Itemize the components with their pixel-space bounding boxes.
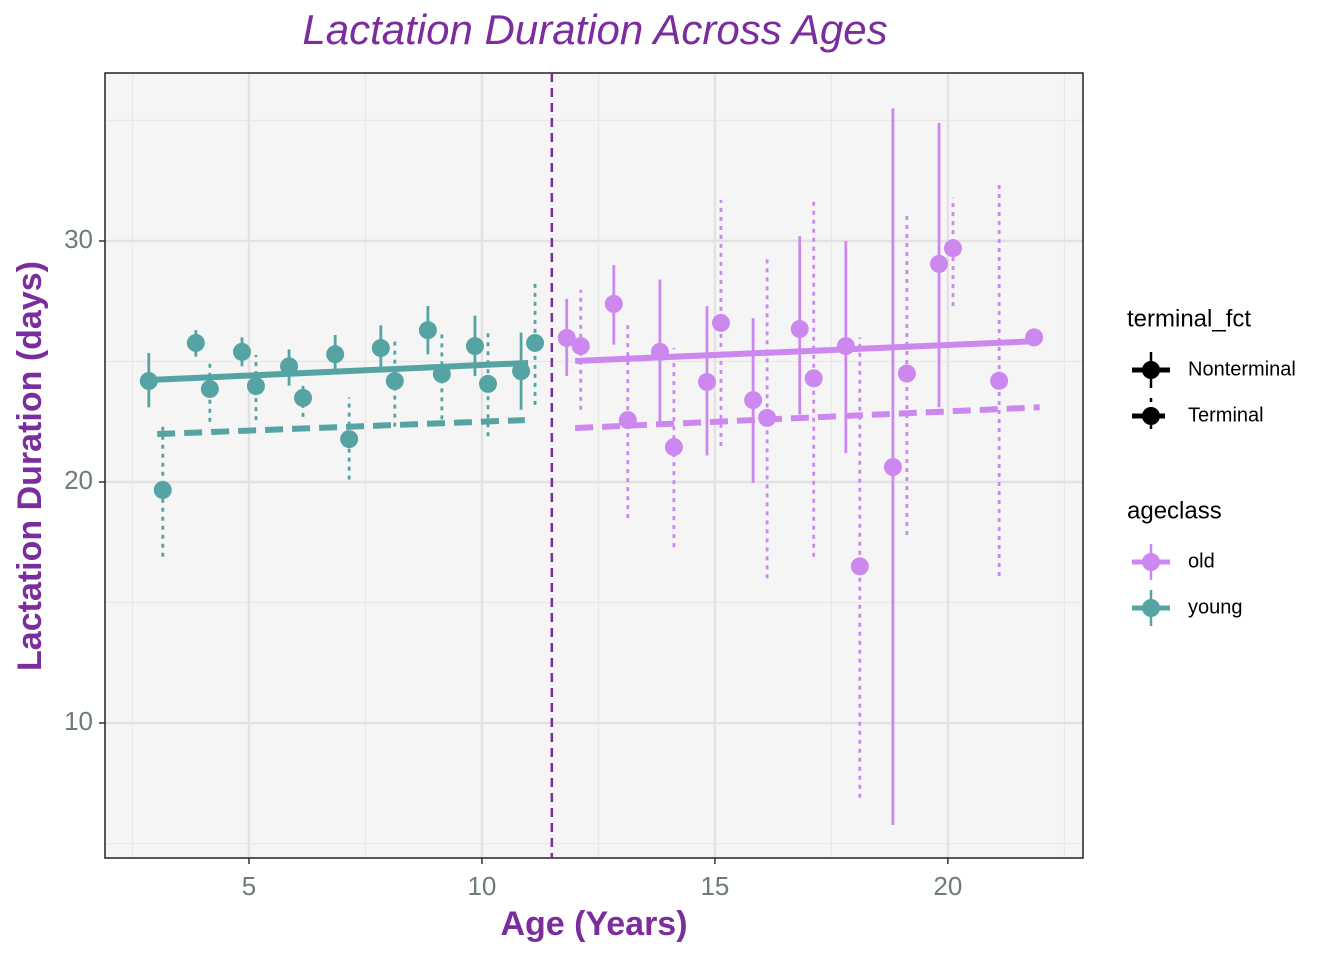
y-axis-title: Lactation Duration (days) bbox=[11, 261, 49, 671]
point bbox=[604, 294, 623, 313]
point bbox=[186, 333, 205, 352]
legend-label: old bbox=[1188, 550, 1215, 572]
point bbox=[418, 321, 437, 340]
point bbox=[744, 391, 763, 410]
legend-key-point bbox=[1142, 553, 1160, 571]
point bbox=[650, 342, 669, 361]
point bbox=[512, 362, 531, 381]
point bbox=[280, 357, 299, 376]
point bbox=[990, 371, 1009, 390]
y-tick-label: 20 bbox=[64, 465, 93, 495]
legend-label: young bbox=[1188, 596, 1243, 618]
point bbox=[153, 480, 172, 499]
point bbox=[850, 557, 869, 576]
point bbox=[139, 372, 158, 391]
point bbox=[326, 345, 345, 364]
point bbox=[294, 388, 313, 407]
point bbox=[758, 408, 777, 427]
trend-line bbox=[148, 359, 529, 384]
point bbox=[618, 411, 637, 430]
plot-background bbox=[105, 73, 1083, 858]
x-tick-label: 5 bbox=[242, 871, 256, 901]
point bbox=[897, 364, 916, 383]
legend-key-point bbox=[1142, 407, 1160, 425]
point bbox=[571, 337, 590, 356]
legend-title: terminal_fct bbox=[1127, 305, 1251, 332]
point bbox=[557, 328, 576, 347]
point bbox=[930, 254, 949, 273]
point bbox=[790, 319, 809, 338]
y-tick-label: 30 bbox=[64, 224, 93, 254]
legend-label: Nonterminal bbox=[1188, 358, 1296, 380]
trend-line bbox=[157, 417, 525, 438]
point bbox=[465, 337, 484, 356]
plot-border bbox=[104, 72, 1084, 859]
point bbox=[371, 339, 390, 358]
point bbox=[836, 337, 855, 356]
point bbox=[944, 239, 963, 258]
x-axis-title: Age (Years) bbox=[500, 905, 687, 943]
point bbox=[697, 372, 716, 391]
point bbox=[883, 458, 902, 477]
legend-title: ageclass bbox=[1127, 497, 1222, 524]
point bbox=[711, 313, 730, 332]
point bbox=[385, 372, 404, 391]
y-tick-label: 10 bbox=[64, 706, 93, 736]
chart-title: Lactation Duration Across Ages bbox=[302, 6, 887, 53]
legend-key-point bbox=[1142, 361, 1160, 379]
trend-line bbox=[574, 404, 1040, 432]
point bbox=[526, 333, 545, 352]
x-tick-label: 15 bbox=[700, 871, 729, 901]
legend-label: Terminal bbox=[1188, 404, 1264, 426]
x-tick-label: 20 bbox=[933, 871, 962, 901]
point bbox=[200, 379, 219, 398]
point bbox=[340, 430, 359, 449]
point bbox=[1025, 328, 1044, 347]
point bbox=[432, 365, 451, 384]
point bbox=[664, 438, 683, 457]
point bbox=[804, 369, 823, 388]
point bbox=[232, 342, 251, 361]
point bbox=[246, 377, 265, 396]
trend-line bbox=[575, 338, 1040, 365]
x-tick-label: 10 bbox=[467, 871, 496, 901]
point bbox=[478, 374, 497, 393]
legend-key-point bbox=[1142, 599, 1160, 617]
